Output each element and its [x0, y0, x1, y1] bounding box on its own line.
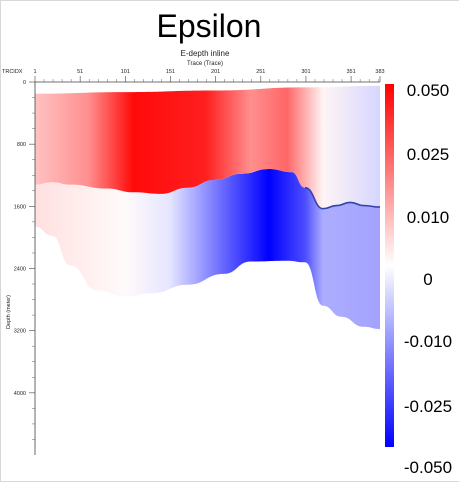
x-tick-label: 251 — [256, 69, 265, 75]
y-tick-label: 1600 — [14, 204, 26, 210]
x-tick-label: 51 — [77, 69, 83, 75]
colorbar-tick-label: 0.010 — [407, 208, 450, 227]
colorbar-tick-label: 0.025 — [407, 145, 450, 164]
lower-layer-band — [35, 169, 380, 330]
y-tick-label: 4000 — [14, 391, 26, 397]
colorbar-tick-label: -0.025 — [404, 397, 452, 416]
colorbar-tick-label: 0 — [423, 270, 432, 289]
x-tick-label: 301 — [301, 69, 310, 75]
x-axis-label: Trace (Trace) — [187, 61, 223, 67]
y-tick-label: 3200 — [14, 329, 26, 335]
colorbar-tick-label: -0.010 — [404, 332, 452, 351]
x-tick-label: 383 — [375, 69, 384, 75]
x-tick-label: 201 — [211, 69, 220, 75]
y-tick-label: 800 — [17, 142, 26, 148]
y-tick-label: 2400 — [14, 267, 26, 273]
horizon-line — [304, 186, 381, 210]
x-tick-label: 101 — [121, 69, 130, 75]
y-tick-label: 0 — [23, 80, 26, 86]
corner-label: TRCIDX — [2, 69, 23, 75]
upper-layer-band — [35, 85, 380, 209]
colorbar — [385, 84, 394, 447]
colorbar-tick-label: 0.050 — [407, 81, 450, 100]
y-axis-label: Depth (meter) — [6, 295, 12, 329]
chart-subtitle: E-depth inline — [181, 49, 230, 58]
colorbar-tick-label: -0.050 — [404, 458, 452, 477]
x-tick-label: 351 — [347, 69, 356, 75]
x-tick-label: 1 — [33, 69, 36, 75]
x-tick-label: 151 — [166, 69, 175, 75]
chart-title: Epsilon — [156, 8, 262, 44]
